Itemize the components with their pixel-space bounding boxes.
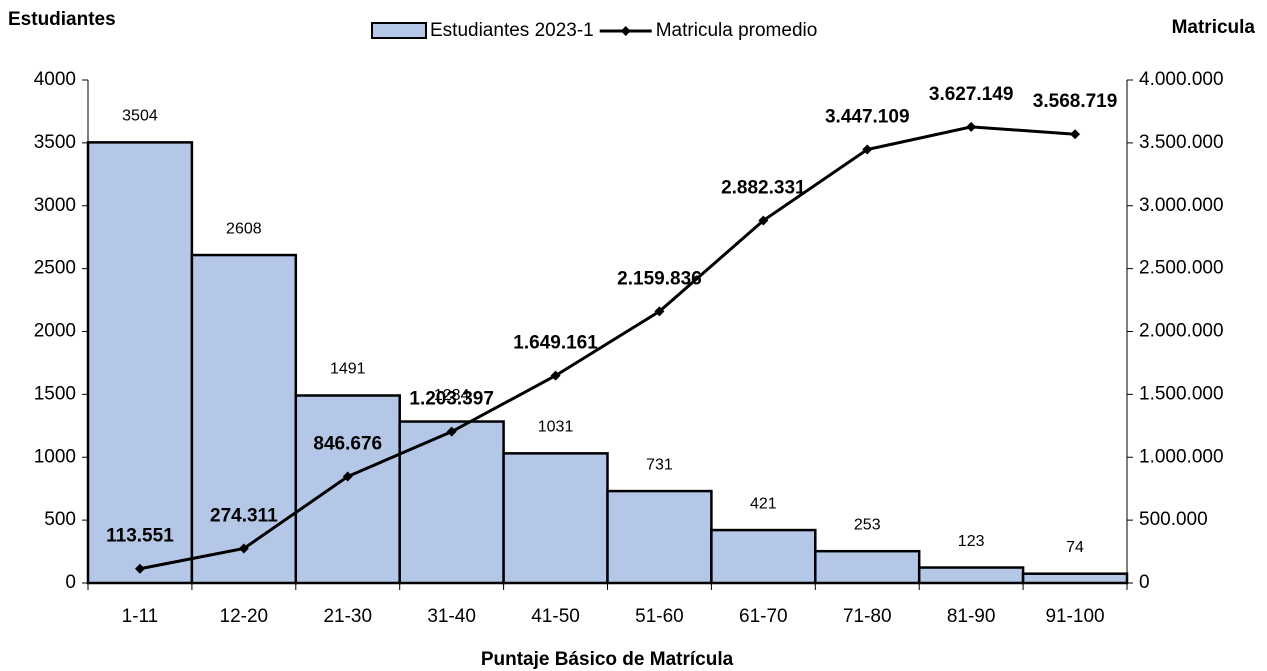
bar <box>294 394 401 585</box>
bar <box>86 141 194 585</box>
line-marker <box>550 370 561 381</box>
line-marker <box>134 563 145 574</box>
bar-value-label: 74 <box>1066 539 1084 556</box>
bar <box>814 549 921 585</box>
line-value-label: 3.568.719 <box>1033 91 1118 112</box>
y-tick-label: 2000 <box>34 321 76 342</box>
legend-marker <box>620 26 631 36</box>
x-tick-label: 12-20 <box>220 606 269 627</box>
bar <box>917 566 1025 585</box>
y2-axis-title: Matricula <box>1172 17 1256 38</box>
bar-value-label: 3504 <box>122 108 158 125</box>
y2-tick-label: 3.500.000 <box>1139 132 1224 153</box>
y-tick-label: 2500 <box>34 258 76 279</box>
line-value-label: 846.676 <box>313 434 382 455</box>
y-tick-label: 0 <box>65 572 76 593</box>
line-value-label: 274.311 <box>210 506 278 527</box>
bar <box>190 253 298 585</box>
bar <box>1021 572 1129 585</box>
x-tick-label: 81-90 <box>947 606 996 627</box>
y2-tick-label: 4.000.000 <box>1139 69 1224 90</box>
y-tick-label: 1000 <box>34 446 76 467</box>
x-tick-label: 61-70 <box>739 606 788 627</box>
bar-value-label: 731 <box>646 456 673 473</box>
y2-tick-label: 1.000.000 <box>1139 446 1224 467</box>
line-marker <box>1070 129 1081 140</box>
line-marker <box>238 543 249 554</box>
y2-tick-label: 0 <box>1139 572 1150 593</box>
bar-value-label: 2608 <box>226 220 262 237</box>
line-value-label: 3.447.109 <box>825 107 910 128</box>
legend-label: Estudiantes 2023-1 <box>430 20 594 41</box>
legend-swatch <box>371 22 427 39</box>
bar <box>502 452 609 585</box>
line-value-label: 2.882.331 <box>721 178 806 199</box>
line-marker <box>758 215 769 226</box>
line-value-label: 2.159.836 <box>617 268 702 289</box>
x-tick-label: 71-80 <box>843 606 892 627</box>
y2-tick-label: 500.000 <box>1139 509 1208 530</box>
line-value-label: 1.203.397 <box>409 389 494 410</box>
y-tick-label: 4000 <box>34 69 76 90</box>
y2-tick-label: 1.500.000 <box>1139 383 1224 404</box>
line-marker <box>966 121 977 132</box>
y-tick-label: 3000 <box>34 195 76 216</box>
x-tick-label: 91-100 <box>1045 606 1104 627</box>
x-tick-label: 1-11 <box>122 606 159 627</box>
bar-value-label: 123 <box>958 533 985 550</box>
bar-value-label: 253 <box>854 516 881 533</box>
bar-value-label: 1031 <box>538 419 574 436</box>
bar-value-label: 421 <box>750 495 777 512</box>
x-tick-label: 41-50 <box>531 606 580 627</box>
y-tick-label: 1500 <box>34 383 76 404</box>
y2-tick-label: 2.000.000 <box>1139 321 1224 342</box>
y-tick-label: 3500 <box>34 132 76 153</box>
bar-value-label: 1284 <box>434 387 470 404</box>
x-tick-label: 51-60 <box>635 606 684 627</box>
x-axis-title: Puntaje Básico de Matrícula <box>481 649 734 670</box>
line-marker <box>862 144 873 155</box>
x-tick-label: 21-30 <box>323 606 372 627</box>
legend-label: Matricula promedio <box>656 20 818 41</box>
y-tick-label: 500 <box>44 509 76 530</box>
bar <box>606 489 713 585</box>
line <box>139 125 1076 571</box>
line-value-label: 3.627.149 <box>929 84 1014 105</box>
line-value-label: 1.649.161 <box>513 333 598 354</box>
line-marker <box>654 306 665 317</box>
bar <box>710 528 817 585</box>
line-value-label: 113.551 <box>106 526 174 547</box>
y2-tick-label: 2.500.000 <box>1139 258 1224 279</box>
bar-value-label: 1491 <box>330 361 366 378</box>
y-axis-title: Estudiantes <box>8 9 116 30</box>
x-tick-label: 31-40 <box>427 606 476 627</box>
y2-tick-label: 3.000.000 <box>1139 195 1224 216</box>
line-marker <box>446 426 457 437</box>
line-marker <box>342 471 353 482</box>
